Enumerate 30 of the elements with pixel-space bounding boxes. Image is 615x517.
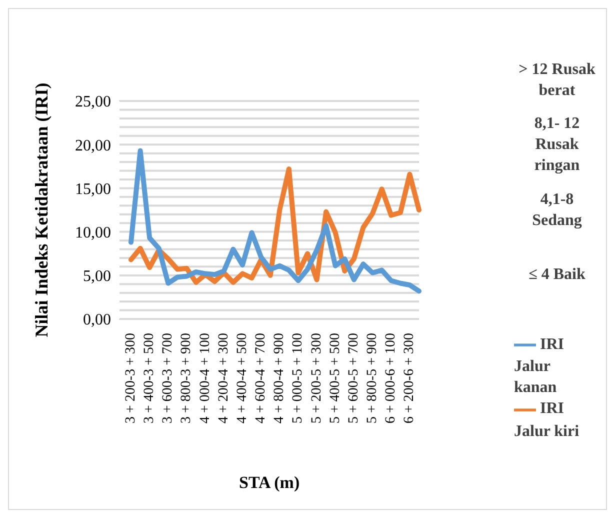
y-tick-label: 20,00 (75, 137, 111, 154)
x-tick-label: 3 + 800-3 + 900 (179, 333, 194, 424)
legend-label: IRI Jalur kiri (514, 400, 580, 440)
text: 8,1- 12 Rusak ringan (533, 114, 581, 176)
x-axis-title: STA (m) (239, 473, 300, 493)
x-tick-label: 6 + 200-6 + 300 (402, 333, 418, 424)
y-tick-label: 5,00 (83, 268, 111, 286)
y-tick-label: 10,00 (75, 224, 111, 242)
x-tick-label: 5 + 000-5 + 100 (290, 333, 306, 424)
x-tick-label: 4 + 800-4 + 900 (272, 333, 288, 424)
x-tick-label: 4 + 600-4 + 700 (254, 333, 269, 424)
x-tick-label: 3 + 600-3 + 700 (160, 333, 176, 424)
legend-label: IRI Jalur kanan (514, 336, 564, 396)
x-tick-label: 3 + 200-3 + 300 (124, 333, 138, 424)
y-tick-label: 15,00 (75, 180, 111, 198)
x-tick-label: 5 + 800-5 + 900 (365, 333, 380, 424)
text: > 12 Rusak berat (518, 60, 596, 100)
text: ≤ 4 Baik (528, 265, 586, 285)
x-tick-label: 6 + 000-6 + 100 (384, 333, 399, 424)
x-tick-label: 3 + 400-3 + 500 (142, 333, 158, 424)
x-tick-label: 4 + 400-4 + 500 (234, 333, 250, 424)
x-tick-label: 4 + 000-4 + 100 (198, 333, 213, 424)
y-tick-label: 25,00 (75, 94, 111, 111)
x-tick-label: 5 + 600-5 + 700 (346, 333, 362, 424)
y-tick-label: 0,00 (83, 312, 111, 329)
y-axis-title: Nilai Indeks Ketidakrataan (IRI) (31, 82, 52, 338)
x-tick-label: 5 + 200-5 + 300 (309, 333, 324, 424)
x-tick-label: 4 + 200-4 + 300 (216, 333, 232, 424)
text: 4,1-8 Sedang (531, 190, 583, 230)
x-tick-label: 5 + 400-5 + 500 (328, 333, 343, 424)
